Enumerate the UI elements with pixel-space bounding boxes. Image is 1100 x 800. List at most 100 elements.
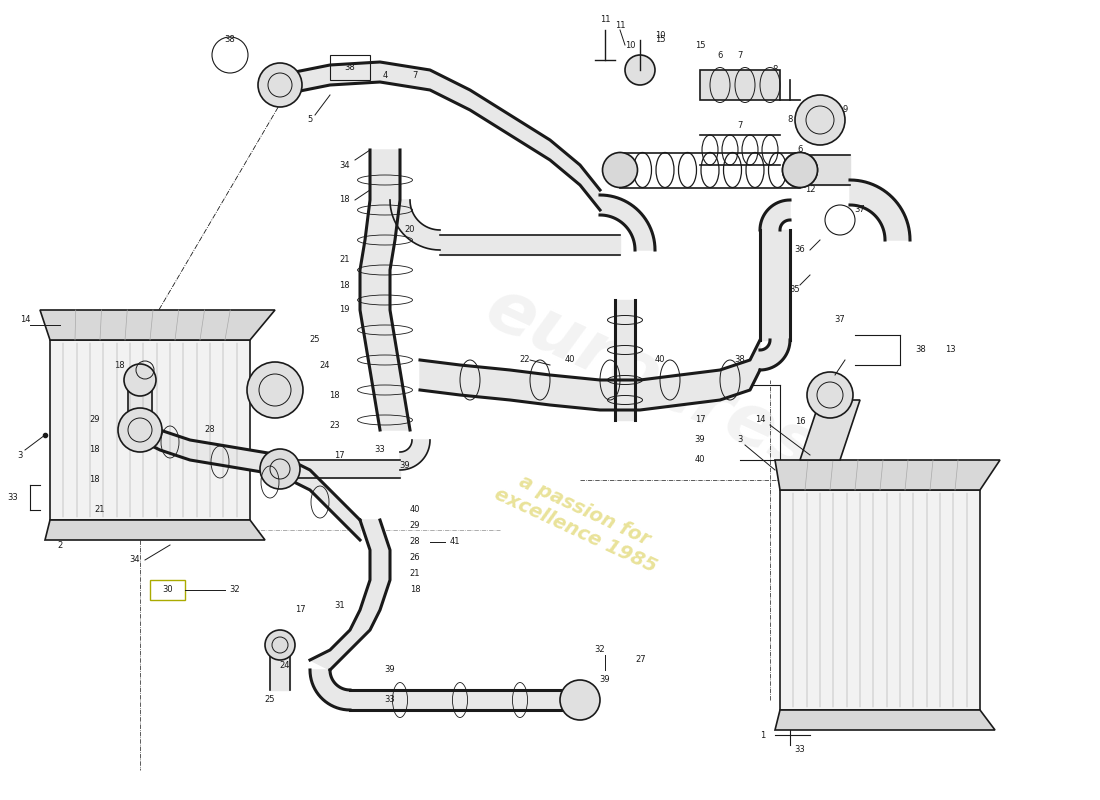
Circle shape [782,153,817,187]
Polygon shape [440,235,620,255]
Text: 35: 35 [790,286,801,294]
Text: 29: 29 [409,522,420,530]
Text: 24: 24 [279,661,290,670]
Circle shape [260,449,300,489]
Text: 33: 33 [794,746,805,754]
Text: 40: 40 [695,455,705,465]
Text: 9: 9 [843,106,848,114]
Text: 28: 28 [409,538,420,546]
Text: 17: 17 [295,606,306,614]
Circle shape [603,153,638,187]
Text: 41: 41 [450,538,461,546]
Text: 21: 21 [95,506,104,514]
Text: 6: 6 [717,50,723,59]
Polygon shape [310,670,350,710]
Polygon shape [310,520,390,670]
Text: 33: 33 [385,695,395,705]
Polygon shape [800,400,860,460]
Text: 24: 24 [319,361,330,370]
Text: 32: 32 [230,586,240,594]
Polygon shape [280,62,600,210]
Text: 5: 5 [307,115,312,125]
Circle shape [124,364,156,396]
Circle shape [265,630,295,660]
Text: 7: 7 [737,50,742,59]
Text: 21: 21 [409,570,420,578]
Text: 25: 25 [265,695,275,705]
Text: 37: 37 [855,206,866,214]
Text: 21: 21 [340,255,350,265]
Text: 18: 18 [329,390,340,399]
Text: 27: 27 [635,655,646,665]
Text: 18: 18 [340,195,350,205]
Text: 18: 18 [114,361,125,370]
Text: eurocres: eurocres [474,274,826,486]
Circle shape [782,153,817,187]
Text: 32: 32 [595,646,605,654]
Polygon shape [400,440,430,470]
Circle shape [118,408,162,452]
Circle shape [248,362,302,418]
Circle shape [258,63,303,107]
Polygon shape [420,340,760,410]
Text: 17: 17 [334,450,345,459]
Polygon shape [270,650,290,690]
Text: 9: 9 [747,86,752,94]
Text: 25: 25 [309,335,320,345]
Polygon shape [760,230,790,340]
Text: 4: 4 [383,70,387,79]
Text: 19: 19 [340,306,350,314]
Text: 10: 10 [625,41,636,50]
Text: 15: 15 [695,41,705,50]
Text: 33: 33 [8,494,18,502]
Text: 39: 39 [600,675,610,685]
Polygon shape [760,340,790,370]
Text: 15: 15 [654,35,666,45]
Text: 7: 7 [412,70,418,79]
Text: 12: 12 [805,186,815,194]
Text: 1: 1 [760,730,764,739]
Text: 22: 22 [519,355,530,365]
Text: 16: 16 [795,418,805,426]
Text: 31: 31 [334,601,345,610]
Text: 29: 29 [89,415,100,425]
Text: 14: 14 [755,415,766,425]
Text: 18: 18 [340,281,350,290]
Text: 40: 40 [564,355,575,365]
Text: 38: 38 [915,346,926,354]
Text: 18: 18 [89,475,100,485]
Bar [330,55,370,80]
Text: 26: 26 [409,554,420,562]
Polygon shape [280,460,400,478]
Text: 20: 20 [405,226,416,234]
Text: 8: 8 [772,66,778,74]
Text: 37: 37 [835,315,846,325]
Polygon shape [776,710,996,730]
Polygon shape [45,520,265,540]
Text: 36: 36 [794,246,805,254]
Bar [150,580,185,600]
Circle shape [807,372,852,418]
Text: 23: 23 [329,421,340,430]
Polygon shape [800,155,850,185]
Polygon shape [360,150,410,430]
Text: 39: 39 [385,666,395,674]
Text: 7: 7 [737,121,742,130]
Circle shape [795,95,845,145]
Polygon shape [776,460,1000,490]
Circle shape [560,680,600,720]
Bar [50,340,250,520]
Text: 34: 34 [340,161,350,170]
Polygon shape [390,200,440,250]
Polygon shape [140,420,360,540]
Text: a passion for
excellence 1985: a passion for excellence 1985 [491,464,669,576]
Text: 14: 14 [20,315,31,325]
Text: 10: 10 [654,30,666,39]
Text: 8: 8 [788,115,793,125]
Polygon shape [600,195,654,250]
Text: 40: 40 [409,506,420,514]
Text: 39: 39 [695,435,705,445]
Polygon shape [700,70,780,100]
Text: 17: 17 [695,415,705,425]
Text: 40: 40 [654,355,666,365]
